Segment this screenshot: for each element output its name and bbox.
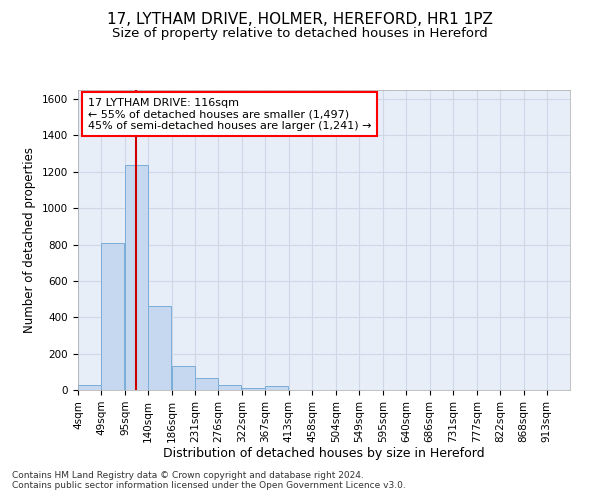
Text: 17 LYTHAM DRIVE: 116sqm
← 55% of detached houses are smaller (1,497)
45% of semi: 17 LYTHAM DRIVE: 116sqm ← 55% of detache… <box>88 98 371 130</box>
Bar <box>242 388 265 390</box>
Bar <box>172 366 195 390</box>
Bar <box>148 306 172 390</box>
Bar <box>265 386 289 390</box>
X-axis label: Distribution of detached houses by size in Hereford: Distribution of detached houses by size … <box>163 448 485 460</box>
Text: Contains HM Land Registry data © Crown copyright and database right 2024.
Contai: Contains HM Land Registry data © Crown c… <box>12 470 406 490</box>
Bar <box>101 242 124 390</box>
Bar <box>195 378 218 390</box>
Text: 17, LYTHAM DRIVE, HOLMER, HEREFORD, HR1 1PZ: 17, LYTHAM DRIVE, HOLMER, HEREFORD, HR1 … <box>107 12 493 28</box>
Bar <box>218 386 241 390</box>
Text: Size of property relative to detached houses in Hereford: Size of property relative to detached ho… <box>112 28 488 40</box>
Bar <box>78 386 101 390</box>
Y-axis label: Number of detached properties: Number of detached properties <box>23 147 37 333</box>
Bar <box>125 164 148 390</box>
